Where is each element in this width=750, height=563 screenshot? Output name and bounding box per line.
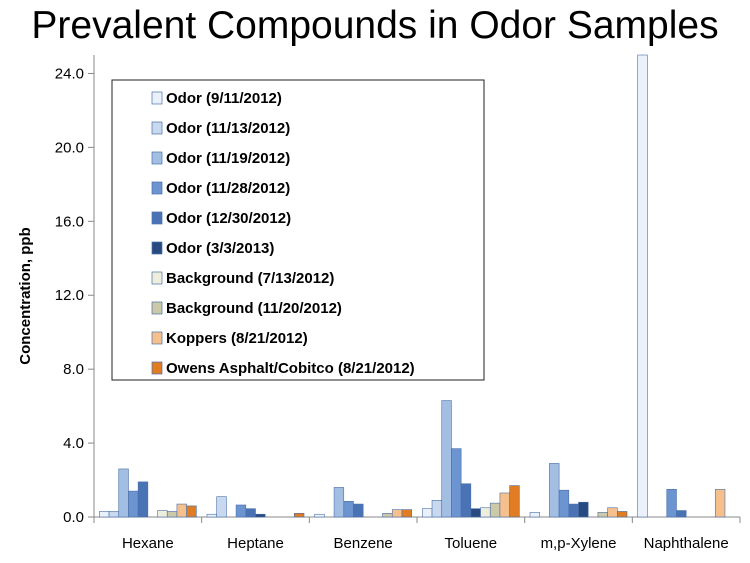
bar xyxy=(99,511,110,518)
bar xyxy=(489,502,501,518)
y-tick-label: 4.0 xyxy=(63,435,84,452)
bar xyxy=(470,508,481,518)
bar xyxy=(568,503,579,518)
bar xyxy=(382,513,393,518)
bar xyxy=(578,501,589,518)
legend-swatch xyxy=(151,151,163,165)
bar xyxy=(499,492,510,518)
legend-entry: Koppers (8/21/2012) xyxy=(166,330,308,347)
bar xyxy=(137,481,149,518)
y-tick-label: 12.0 xyxy=(55,287,84,304)
bar xyxy=(441,400,452,518)
legend-entry: Odor (11/13/2012) xyxy=(166,120,290,137)
bar xyxy=(245,508,256,518)
axes: 0.0 4.0 8.0 12.0 16.0 20.0 24.0 Hexane Heptane Be… xyxy=(55,55,741,552)
bar xyxy=(166,511,178,518)
legend-swatch xyxy=(151,271,163,285)
bar xyxy=(666,488,677,518)
bar xyxy=(128,490,139,518)
bar xyxy=(157,510,168,518)
x-tick-label: Naphthalene xyxy=(644,535,729,552)
bar xyxy=(558,489,570,518)
legend-swatch xyxy=(151,331,163,345)
bar xyxy=(108,511,120,518)
legend-swatch xyxy=(151,241,163,255)
bar xyxy=(480,507,491,518)
bar xyxy=(422,508,433,518)
bars xyxy=(99,54,726,518)
y-tick-label: 8.0 xyxy=(63,361,84,378)
bar xyxy=(235,504,247,518)
bar xyxy=(343,500,354,518)
legend-entry: Odor (11/19/2012) xyxy=(166,150,290,167)
x-tick-label: Benzene xyxy=(334,535,393,552)
bar xyxy=(509,485,520,518)
bar xyxy=(549,463,560,518)
x-tick-label: Hexane xyxy=(122,535,174,552)
legend-swatch xyxy=(151,211,163,225)
bar xyxy=(186,505,197,518)
legend-entry: Odor (9/11/2012) xyxy=(166,90,282,107)
legend-swatch xyxy=(151,181,163,195)
legend-swatch xyxy=(151,361,163,375)
legend-entry: Background (11/20/2012) xyxy=(166,300,342,317)
bar xyxy=(293,513,305,518)
legend-entry: Background (7/13/2012) xyxy=(166,270,334,287)
y-tick-label: 20.0 xyxy=(55,139,84,156)
chart-title: Prevalent Compounds in Odor Samples xyxy=(31,4,719,47)
x-tick-label: Toluene xyxy=(445,535,498,552)
bar xyxy=(255,513,266,518)
x-tick-label: Heptane xyxy=(227,535,284,552)
bar xyxy=(216,496,227,518)
bar xyxy=(333,487,345,518)
legend-entry: Odor (11/28/2012) xyxy=(166,180,290,197)
bar xyxy=(431,500,443,518)
bar xyxy=(460,483,472,518)
bar xyxy=(529,512,540,518)
bar xyxy=(206,513,217,518)
legend-entry: Odor (12/30/2012) xyxy=(166,210,291,227)
bar xyxy=(451,448,462,518)
y-axis-label: Concentration, ppb xyxy=(17,227,34,365)
bar xyxy=(616,511,628,518)
legend-swatch xyxy=(151,301,163,315)
bar xyxy=(714,488,726,518)
y-tick-label: 24.0 xyxy=(55,65,84,82)
bar xyxy=(401,509,412,518)
bar xyxy=(607,507,618,518)
bar xyxy=(637,54,648,518)
legend-swatch xyxy=(151,121,163,135)
legend-entry: Odor (3/3/2013) xyxy=(166,240,274,257)
y-tick-label: 16.0 xyxy=(55,213,84,230)
bar xyxy=(391,509,403,518)
legend-box xyxy=(111,79,485,381)
legend-swatch xyxy=(151,91,163,105)
legend-entry: Owens Asphalt/Cobitco (8/21/2012) xyxy=(166,360,415,377)
bar xyxy=(176,503,187,518)
legend: Odor (9/11/2012) Odor (11/13/2012) Odor (1… xyxy=(111,79,485,381)
bar xyxy=(314,513,325,518)
bar xyxy=(118,468,129,518)
bar xyxy=(676,510,687,518)
x-tick-label: m,p-Xylene xyxy=(541,535,617,552)
y-tick-label: 0.0 xyxy=(63,509,84,526)
bar xyxy=(353,503,364,518)
bar xyxy=(597,512,608,518)
